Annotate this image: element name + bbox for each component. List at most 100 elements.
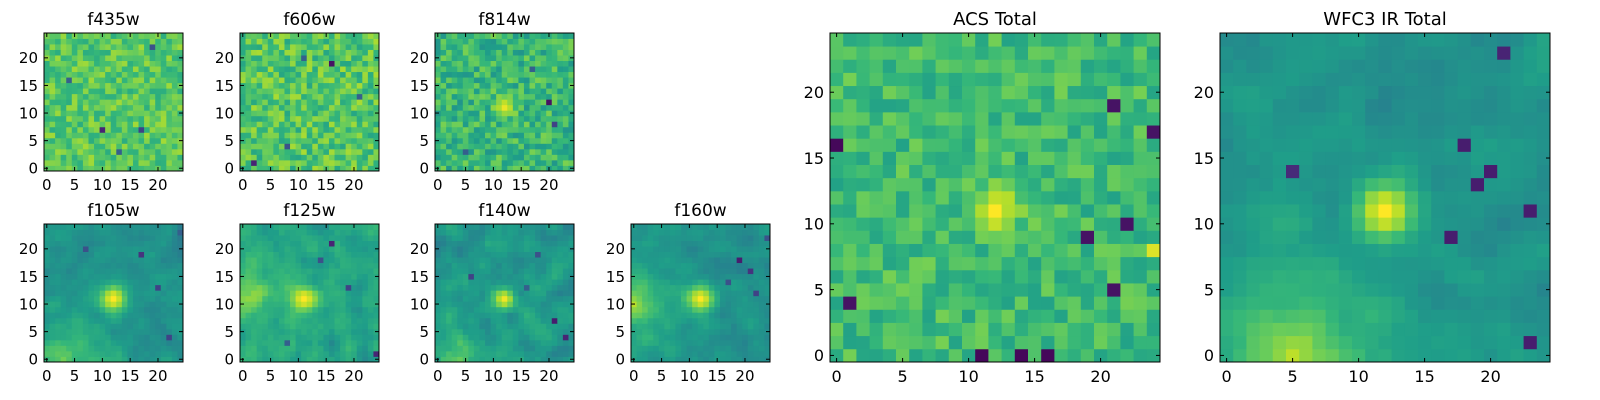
- heatmap-cell: [328, 345, 335, 352]
- heatmap-cell: [82, 126, 89, 133]
- heatmap-cell: [479, 339, 486, 346]
- heatmap-cell: [44, 257, 50, 264]
- heatmap-cell: [245, 115, 252, 122]
- heatmap-cell: [557, 317, 564, 324]
- heatmap-cell: [446, 334, 453, 341]
- heatmap-cell: [155, 257, 162, 264]
- heatmap-cell: [373, 33, 380, 39]
- heatmap-cell: [99, 82, 106, 89]
- heatmap-cell: [523, 273, 530, 280]
- heatmap-cell: [116, 137, 123, 144]
- heatmap-cell: [149, 148, 156, 155]
- heatmap-cell: [1041, 217, 1055, 231]
- heatmap-cell: [962, 348, 976, 363]
- heatmap-cell: [490, 229, 497, 236]
- heatmap-cell: [155, 301, 162, 308]
- heatmap-cell: [909, 217, 923, 231]
- heatmap-cell: [66, 110, 73, 117]
- heatmap-cell: [284, 328, 291, 335]
- heatmap-cell: [473, 126, 480, 133]
- heatmap-cell: [490, 82, 497, 89]
- heatmap-cell: [49, 126, 56, 133]
- heatmap-cell: [110, 262, 117, 269]
- heatmap-cell: [758, 301, 765, 308]
- heatmap-cell: [1107, 230, 1121, 244]
- heatmap-cell: [245, 339, 252, 346]
- heatmap-cell: [138, 317, 145, 324]
- heatmap-cell: [473, 235, 480, 241]
- heatmap-cell: [88, 350, 95, 357]
- heatmap-cell: [451, 33, 458, 39]
- heatmap-cell: [714, 306, 721, 313]
- y-tick-label: 20: [410, 49, 429, 67]
- heatmap-cell: [496, 279, 503, 286]
- heatmap-cell: [171, 93, 178, 100]
- heatmap-cell: [457, 121, 464, 128]
- heatmap-cell: [77, 137, 84, 144]
- heatmap-cell: [82, 334, 89, 341]
- heatmap-cell: [66, 339, 73, 346]
- heatmap-cell: [240, 93, 246, 100]
- heatmap-cell: [121, 132, 128, 139]
- heatmap-cell: [121, 88, 128, 95]
- heatmap-cell: [462, 273, 469, 280]
- heatmap-cell: [155, 60, 162, 67]
- heatmap-cell: [94, 279, 100, 286]
- heatmap-cell: [658, 251, 665, 258]
- heatmap-cell: [334, 323, 341, 330]
- heatmap-cell: [962, 256, 976, 271]
- heatmap-cell: [1054, 204, 1068, 218]
- heatmap-cell: [105, 312, 112, 319]
- heatmap-cell: [351, 235, 358, 241]
- heatmap-cell: [1041, 296, 1055, 310]
- heatmap-cell: [490, 284, 497, 291]
- heatmap-cell: [77, 44, 84, 50]
- heatmap-cell: [686, 284, 693, 291]
- heatmap-cell: [127, 71, 134, 78]
- heatmap-cell: [278, 323, 285, 330]
- heatmap-cell: [44, 49, 50, 56]
- heatmap-cell: [177, 154, 184, 161]
- heatmap-cell: [1041, 335, 1055, 350]
- heatmap-cell: [485, 301, 491, 308]
- heatmap-cell: [501, 356, 508, 363]
- heatmap-cell: [273, 328, 280, 335]
- heatmap-cell: [127, 126, 134, 133]
- heatmap-cell: [149, 143, 156, 150]
- x-tick-label: 15: [121, 367, 140, 385]
- heatmap-cell: [245, 66, 252, 73]
- heatmap-cell: [562, 345, 569, 352]
- heatmap-cell: [935, 243, 950, 258]
- heatmap-cell: [71, 328, 78, 335]
- heatmap-cell: [345, 306, 352, 313]
- heatmap-cell: [490, 279, 497, 286]
- heatmap-cell: [256, 77, 263, 84]
- heatmap-cell: [88, 93, 95, 100]
- heatmap-cell: [742, 350, 749, 357]
- heatmap-cell: [144, 350, 151, 357]
- heatmap-cell: [284, 55, 291, 61]
- heatmap-cell: [708, 334, 715, 341]
- heatmap-cell: [127, 251, 134, 258]
- heatmap-cell: [479, 240, 486, 247]
- heatmap-cell: [77, 273, 84, 280]
- heatmap-cell: [501, 66, 508, 73]
- heatmap-cell: [284, 224, 291, 230]
- heatmap-cell: [686, 301, 693, 308]
- heatmap-cell: [675, 317, 682, 324]
- heatmap-cell: [440, 49, 447, 56]
- heatmap-cell: [334, 49, 341, 56]
- heatmap-cell: [557, 66, 564, 73]
- heatmap-cell: [44, 235, 50, 241]
- heatmap-cell: [642, 350, 649, 357]
- heatmap-cell: [317, 350, 324, 357]
- heatmap-cell: [295, 121, 302, 128]
- heatmap-cell: [373, 148, 380, 155]
- heatmap-cell: [60, 350, 67, 357]
- heatmap-cell: [317, 356, 324, 363]
- heatmap-cell: [262, 328, 269, 335]
- heatmap-cell: [323, 38, 330, 45]
- heatmap-cell: [356, 328, 363, 335]
- heatmap-cell: [262, 350, 269, 357]
- heatmap-cell: [686, 273, 693, 280]
